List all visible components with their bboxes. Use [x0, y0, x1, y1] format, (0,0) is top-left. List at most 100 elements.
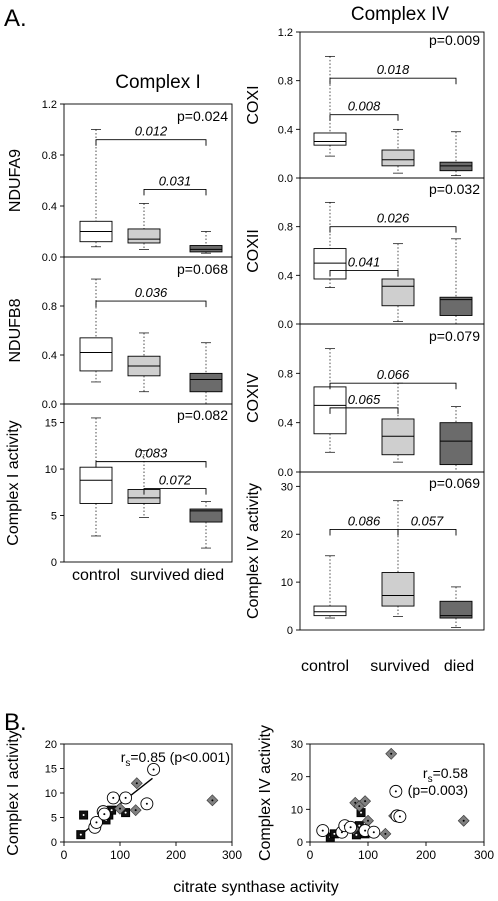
y-axis-label-ndufa9: NDUFA9 — [7, 149, 24, 212]
complex1-title: Complex I — [115, 72, 201, 93]
bracket-line — [329, 407, 399, 414]
y-tick-label-scatter-c1: 0 — [51, 837, 57, 849]
x-tick-label-scatter-c4: 300 — [474, 848, 494, 862]
point-dot — [152, 768, 155, 771]
y-tick-label-ndufb8: 0.4 — [42, 350, 57, 362]
scatter-point-circle — [316, 824, 330, 838]
point-dot — [398, 815, 401, 818]
significance-bracket: 0.026 — [329, 211, 457, 233]
box-control — [313, 201, 347, 288]
box-iqr-died — [439, 296, 473, 316]
scatter-point-square — [76, 830, 86, 840]
complex4-title: Complex IV — [351, 4, 450, 25]
bracket-label: 0.057 — [411, 513, 444, 528]
point-dot — [394, 790, 397, 793]
y-tick-label-ndufa9: 1.2 — [42, 99, 57, 111]
point-dot — [79, 833, 82, 836]
box-survived — [381, 243, 415, 322]
bracket-line — [329, 270, 399, 277]
bracket-label: 0.066 — [377, 367, 410, 382]
y-tick-label-scatter-c4: 20 — [291, 772, 303, 784]
scatter-point-circle — [393, 810, 407, 823]
scatter-point-circle — [147, 763, 161, 776]
scatter-point-diamond — [130, 777, 143, 790]
y-tick-label-complex4: 30 — [281, 481, 293, 493]
y-tick-label-ndufa9: 0.0 — [42, 252, 57, 264]
panel-complex4: Complex IV activity 0 10 20 30 p=0.069 0.086 0.… — [245, 471, 485, 637]
box-iqr-died — [439, 600, 473, 619]
bracket-line — [329, 382, 457, 390]
panel-frame-complex1 — [63, 403, 233, 563]
y-tick-label-coxii: 0.4 — [278, 270, 293, 282]
correlation-stat-scatter-c1: rs=0.85 (p<0.001) — [121, 749, 230, 769]
bracket-line — [329, 529, 399, 536]
box-iqr-died — [189, 372, 223, 393]
significance-bracket: 0.012 — [95, 124, 207, 146]
box-iqr-survived — [381, 278, 415, 307]
scatter-point-circle — [389, 784, 403, 798]
bracket-label: 0.008 — [348, 99, 381, 114]
x-tick-label-scatter-c1: 200 — [166, 848, 186, 862]
bracket-label: 0.086 — [348, 513, 381, 528]
p-value-ndufa9: p=0.024 — [177, 108, 228, 124]
point-dot — [124, 811, 127, 814]
y-tick-label-scatter-c4: 10 — [291, 804, 303, 816]
box-iqr-survived — [381, 572, 415, 607]
box-survived — [381, 500, 415, 617]
correlation-stat-scatter-c4: rs=0.58 — [423, 765, 468, 785]
y-tick-label-ndufb8: 0.0 — [42, 399, 57, 411]
bracket-line — [397, 529, 457, 536]
point-dot — [384, 832, 387, 835]
significance-bracket: 0.086 — [329, 513, 399, 536]
point-dot — [367, 819, 369, 822]
point-dot — [124, 796, 127, 799]
scatter-point-diamond — [457, 814, 470, 827]
group-label-survived: survived — [130, 567, 190, 584]
scatter-point-circle — [106, 791, 120, 805]
significance-bracket: 0.066 — [329, 367, 457, 390]
significance-bracket: 0.065 — [329, 392, 399, 414]
significance-bracket: 0.036 — [95, 285, 207, 308]
box-control — [313, 555, 347, 619]
y-tick-label-coxi: 0.8 — [278, 76, 293, 88]
bracket-label: 0.072 — [159, 473, 192, 488]
panel-complex1: Complex I activity 0 5 10 15 p=0.082 0.083 0.07… — [5, 403, 233, 569]
point-dot — [360, 811, 363, 814]
box-iqr-died — [439, 161, 473, 172]
bracket-line — [95, 139, 207, 146]
p-value-coxii: p=0.032 — [429, 181, 480, 197]
point-dot — [462, 819, 465, 822]
p-value-coxi: p=0.009 — [429, 32, 480, 48]
point-dot — [372, 831, 375, 834]
box-iqr-died — [189, 508, 223, 523]
bracket-label: 0.041 — [348, 254, 381, 269]
x-tick-label-scatter-c1: 0 — [61, 848, 68, 862]
charts-layer: NDUFA9 0.0 0.4 0.8 1.2 p=0.024 0.012 0.031 NDUFB… — [5, 27, 494, 862]
point-dot — [354, 801, 357, 804]
scatter-point-circle — [119, 791, 133, 805]
panel-frame-complex4 — [299, 471, 485, 631]
box-control — [79, 278, 113, 383]
point-dot — [390, 752, 393, 755]
bracket-label: 0.065 — [348, 392, 381, 407]
bracket-label: 0.012 — [135, 124, 168, 139]
group-label-died-right: died — [444, 658, 474, 675]
y-axis-label-scatter-c4: Complex IV activity — [257, 725, 274, 861]
scatter-point-circle — [97, 807, 111, 821]
box-iqr-survived — [381, 418, 415, 456]
significance-bracket: 0.057 — [397, 513, 457, 536]
scatter-point-diamond — [379, 827, 392, 840]
point-dot — [364, 829, 367, 832]
box-survived — [127, 450, 161, 518]
y-tick-label-coxii: 0.8 — [278, 222, 293, 234]
bracket-label: 0.083 — [135, 446, 168, 461]
y-tick-label-scatter-c4: 0 — [297, 837, 303, 849]
group-label-died: died — [194, 567, 224, 584]
point-dot — [134, 809, 137, 812]
box-died — [439, 238, 473, 325]
scatter-point-square — [79, 810, 89, 820]
point-dot — [358, 824, 361, 827]
bracket-line — [329, 77, 457, 85]
y-tick-label-coxii: 0.0 — [278, 319, 293, 331]
